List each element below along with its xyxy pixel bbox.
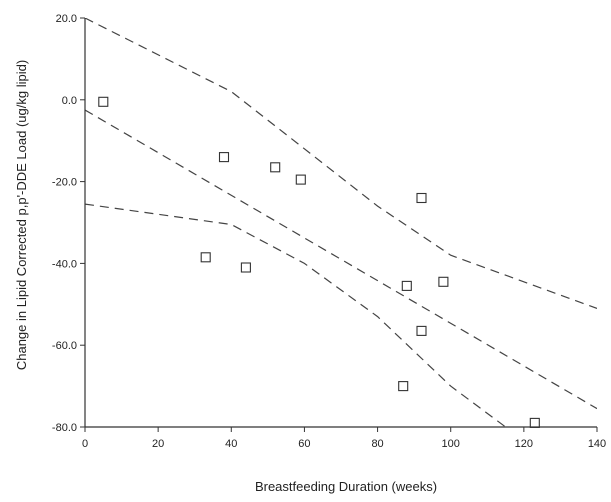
y-tick-label: -80.0	[52, 422, 77, 434]
data-point-marker	[240, 262, 251, 273]
data-point-marker	[416, 192, 427, 204]
data-point-marker	[401, 280, 412, 291]
data-point-marker	[270, 162, 281, 173]
x-tick-label: 0	[82, 438, 88, 450]
data-point-marker	[295, 174, 306, 185]
y-tick-label: 0.0	[62, 95, 77, 107]
fit-lines	[85, 18, 597, 427]
data-point-marker	[398, 381, 409, 392]
x-tick-label: 140	[588, 438, 606, 450]
x-tick-label: 20	[152, 438, 164, 450]
x-tick-label: 40	[225, 438, 237, 450]
data-point-marker	[438, 276, 449, 287]
data-point-marker	[200, 252, 211, 263]
data-point-marker	[529, 417, 540, 428]
x-axis-label: Breastfeeding Duration (weeks)	[255, 479, 437, 494]
data-point-marker	[218, 152, 230, 163]
x-tick-label: 80	[371, 438, 383, 450]
x-tick-label: 120	[515, 438, 533, 450]
y-tick-label: -20.0	[52, 177, 77, 189]
tick-labels: 0 20 40 60 80 100 120 140 20.0 0.0 -20.0 -40.0 -60.0…	[52, 13, 606, 450]
lower-confidence-band	[85, 203, 506, 427]
data-points	[98, 96, 540, 428]
y-tick-label: -40.0	[52, 258, 77, 270]
y-tick-label: -60.0	[52, 340, 77, 352]
data-point-marker	[416, 325, 427, 336]
regression-line	[85, 109, 597, 410]
axes	[80, 17, 598, 432]
upper-confidence-band	[85, 18, 597, 309]
x-tick-label: 100	[442, 438, 460, 450]
y-tick-label: 20.0	[56, 13, 77, 25]
x-tick-label: 60	[298, 438, 310, 450]
data-point-marker	[98, 96, 109, 107]
y-axis-label: Change in Lipid Corrected p,p'-DDE Load …	[14, 60, 29, 370]
